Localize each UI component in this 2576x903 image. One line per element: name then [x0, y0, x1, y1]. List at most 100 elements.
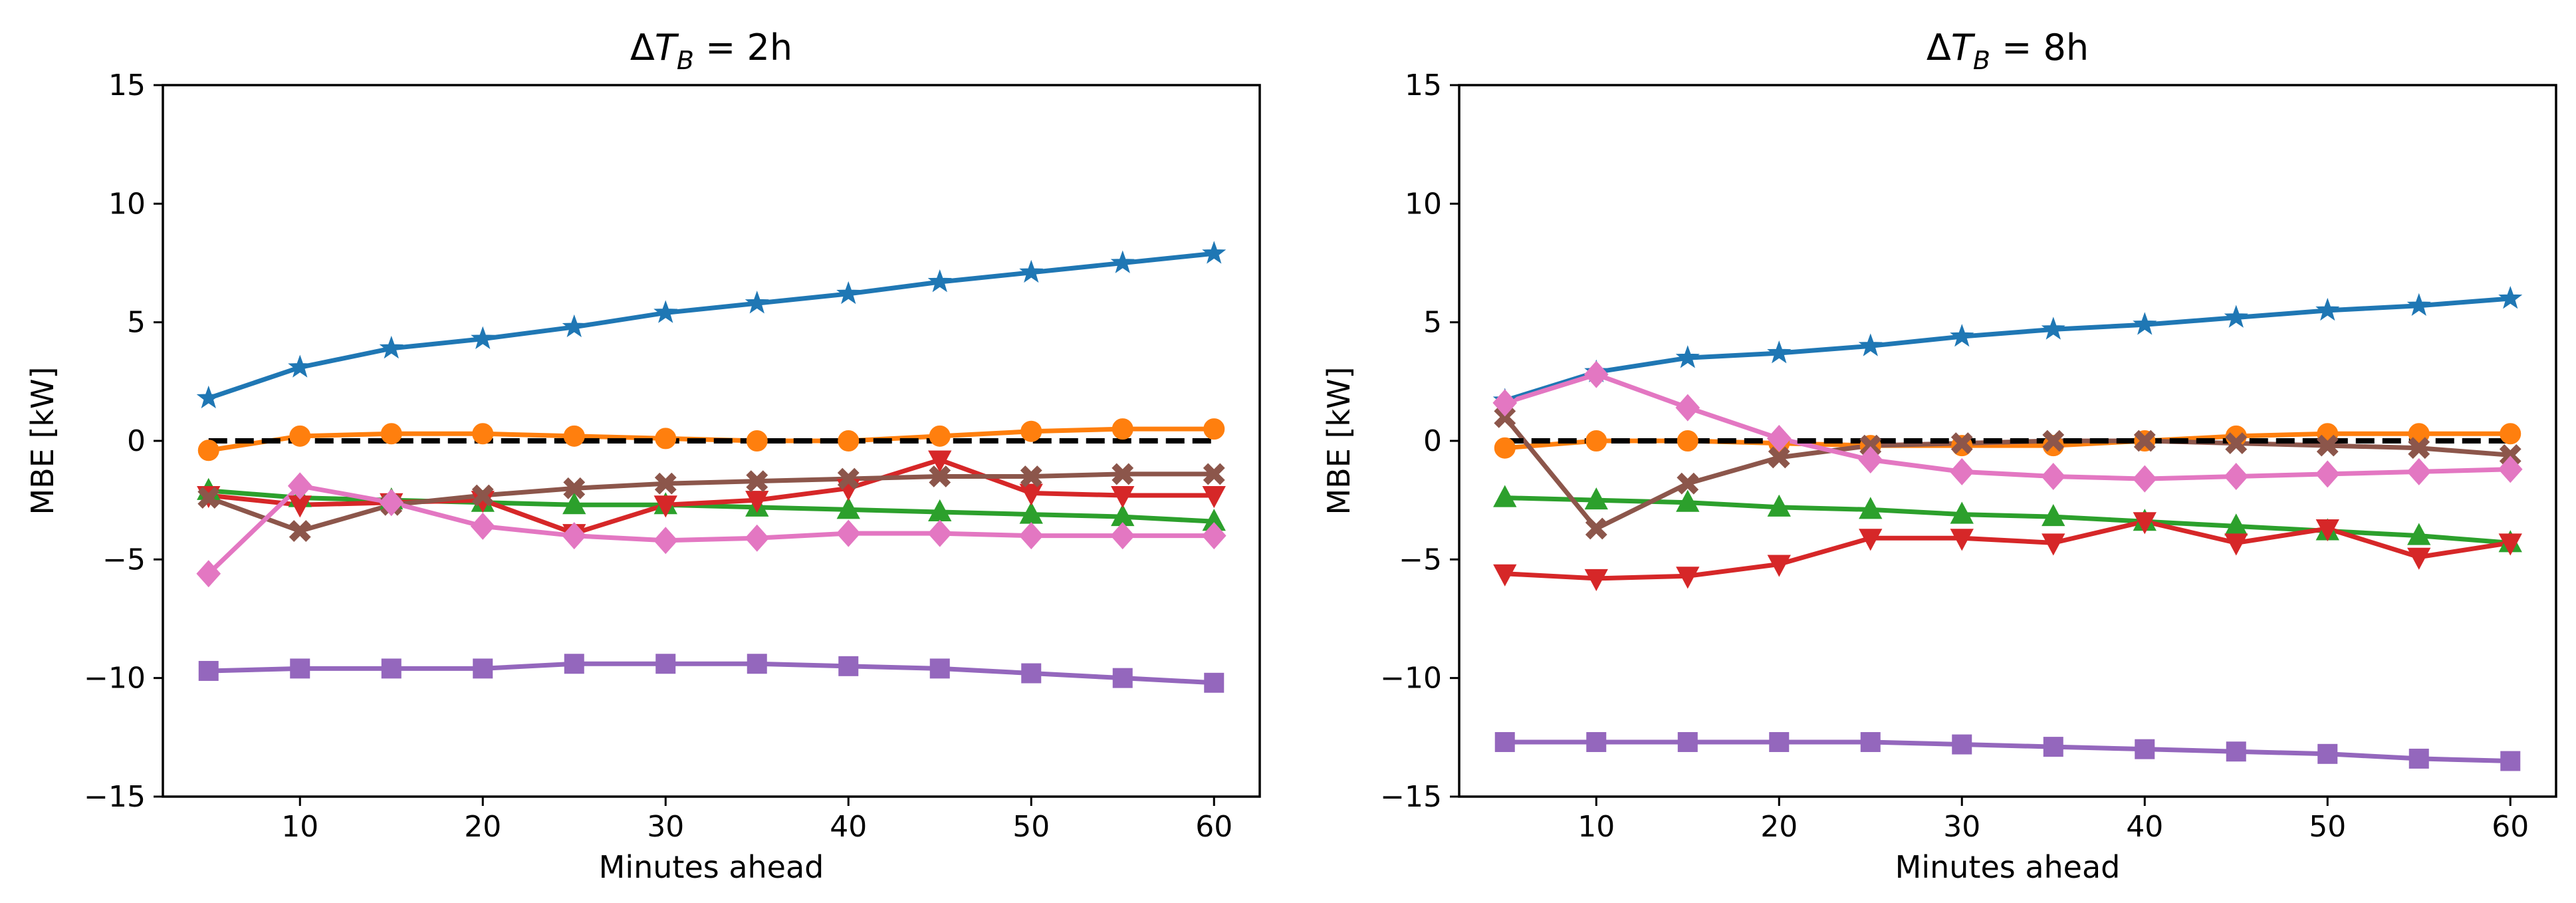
- series-2-point: [1676, 489, 1700, 512]
- series-3-point: [745, 491, 769, 513]
- series-6-point: [1201, 522, 1227, 550]
- series-5-point: [2316, 434, 2339, 457]
- x-tick-label: 40: [830, 810, 867, 844]
- chart-title: ΔTB = 8h: [1927, 27, 2089, 75]
- series-6-point: [2498, 455, 2523, 483]
- series-4-point: [1204, 672, 1225, 693]
- series-3-point: [928, 450, 952, 473]
- series-6-point: [379, 489, 404, 517]
- series-4-point: [2408, 748, 2429, 769]
- series-5-line: [206, 471, 1217, 534]
- series-6-point: [836, 519, 861, 547]
- series-4-point: [1860, 731, 1881, 752]
- series-5-point: [1020, 465, 1042, 487]
- y-tick-label: −5: [102, 543, 146, 577]
- series-4-point: [381, 658, 402, 679]
- x-tick-label: 40: [2126, 810, 2163, 844]
- series-5-point: [197, 487, 220, 509]
- series-5-point: [2408, 437, 2430, 459]
- series-5-point: [1950, 432, 1973, 454]
- series-6-point: [927, 519, 953, 547]
- series-6-point: [2315, 460, 2340, 488]
- series-4-point: [747, 654, 767, 674]
- series-0-line: [206, 251, 1217, 401]
- series-4-point: [1586, 731, 1607, 752]
- subplot-right: 10 20 30 40 50 60 −15 −10 −5 0 5 10 15 Minutes ahead M…: [1321, 27, 2557, 885]
- series-1-point: [563, 425, 585, 447]
- series-3-point: [1493, 564, 1517, 586]
- y-tick-label: 15: [108, 68, 146, 102]
- series-1-point: [197, 440, 219, 461]
- series-5-point: [563, 477, 586, 499]
- series-0-point: [2133, 312, 2157, 335]
- series-2-point: [1950, 501, 1974, 524]
- x-axis-label: Minutes ahead: [1895, 849, 2121, 885]
- series-0-point: [2224, 305, 2248, 328]
- series-0-point: [471, 326, 495, 349]
- y-tick-label: 0: [127, 424, 146, 458]
- x-tick-label: 30: [1943, 810, 1980, 844]
- series-2-point: [1767, 494, 1791, 517]
- chart-title: ΔTB = 2h: [630, 27, 792, 75]
- series-3-point: [653, 495, 677, 518]
- plot-area: [196, 241, 1227, 693]
- y-tick-label: −15: [1380, 780, 1442, 814]
- series-2-point: [1493, 485, 1517, 507]
- y-tick-label: 0: [1423, 424, 1442, 458]
- series-0-point: [1202, 241, 1227, 264]
- series-4-point: [1494, 731, 1515, 752]
- series-3-point: [2315, 519, 2339, 542]
- subplot-left: 10 20 30 40 50 60 −15 −10 −5 0 5 10 15 Minutes ahead M…: [25, 27, 1261, 885]
- series-3-point: [2498, 533, 2522, 556]
- series-4-point: [1112, 668, 1133, 688]
- series-1-point: [838, 430, 860, 452]
- series-2-point: [1859, 497, 1883, 519]
- series-1-point: [1203, 418, 1225, 440]
- series-3-point: [1676, 567, 1700, 589]
- series-6-point: [1858, 446, 1883, 474]
- series-0-point: [196, 385, 221, 409]
- series-6-point: [1492, 389, 1518, 417]
- series-1-line: [206, 426, 1217, 453]
- series-4-point: [290, 658, 310, 679]
- series-0-point: [836, 281, 861, 305]
- series-3-point: [2133, 512, 2157, 535]
- series-3-line: [1502, 519, 2513, 581]
- series-0-point: [927, 269, 952, 293]
- series-6-point: [745, 524, 770, 552]
- series-5-point: [1677, 472, 1699, 495]
- series-4-point: [1952, 734, 1972, 755]
- series-2-point: [562, 492, 586, 515]
- series-1-point: [2500, 423, 2521, 445]
- series-4-point: [473, 658, 493, 679]
- series-3-point: [1019, 483, 1043, 506]
- series-1-point: [655, 428, 677, 450]
- y-axis-label: MBE [kW]: [1321, 367, 1357, 515]
- series-1-point: [289, 425, 311, 447]
- series-2-point: [836, 497, 860, 519]
- series-5-point: [654, 472, 677, 495]
- x-tick-label: 10: [281, 810, 318, 844]
- series-6-point: [1583, 360, 1609, 388]
- series-0-point: [2498, 286, 2523, 309]
- series-2-point: [1584, 487, 1608, 510]
- series-6-point: [470, 512, 495, 540]
- x-tick-label: 30: [647, 810, 684, 844]
- series-4-point: [1769, 731, 1790, 752]
- series-2-point: [2407, 523, 2431, 545]
- y-tick-label: 10: [1405, 187, 1442, 221]
- series-6-point: [2406, 457, 2432, 485]
- y-tick-label: 5: [127, 306, 146, 340]
- series-5-point: [2225, 432, 2248, 454]
- x-tick-label: 60: [2492, 810, 2529, 844]
- series-6-point: [2041, 463, 2066, 490]
- series-5-point: [2042, 430, 2065, 452]
- series-3-point: [2407, 547, 2431, 570]
- series-3-point: [2224, 533, 2248, 556]
- y-tick-label: 5: [1423, 306, 1442, 340]
- series-3-point: [1111, 486, 1135, 509]
- series-0-point: [379, 335, 404, 359]
- series-1-point: [1020, 420, 1042, 442]
- series-6-point: [1110, 522, 1135, 550]
- series-4-point: [655, 654, 676, 674]
